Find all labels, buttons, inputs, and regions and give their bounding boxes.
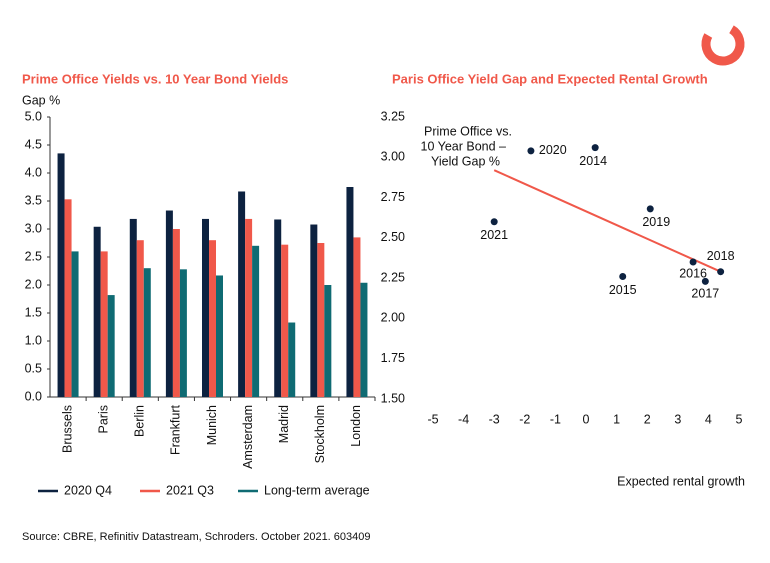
bar bbox=[238, 191, 246, 397]
x-tick-label: Amsterdam bbox=[241, 405, 255, 469]
x-tick-label: -1 bbox=[550, 412, 561, 426]
x-tick-label: Frankfurt bbox=[169, 404, 183, 455]
bar bbox=[216, 275, 223, 397]
bar bbox=[136, 240, 144, 397]
bar bbox=[353, 237, 361, 397]
y-tick-label: 2.00 bbox=[381, 311, 405, 325]
bar bbox=[172, 229, 180, 397]
x-tick-label: 1 bbox=[613, 412, 620, 426]
y-axis-label: Gap % bbox=[22, 93, 60, 107]
source: Source: CBRE, Refinitiv Datastream, Schr… bbox=[22, 531, 371, 543]
bar bbox=[179, 269, 187, 397]
annotation: 10 Year Bond – bbox=[421, 139, 507, 153]
x-tick-label: -3 bbox=[489, 412, 500, 426]
legend-label: 2021 Q3 bbox=[166, 483, 214, 497]
bar bbox=[93, 226, 101, 397]
x-tick-label: 5 bbox=[736, 412, 743, 426]
y-tick-label: 2.25 bbox=[381, 270, 405, 284]
y-tick-label: 3.5 bbox=[25, 193, 42, 207]
y-tick-label: 4.0 bbox=[25, 165, 42, 179]
point bbox=[689, 258, 697, 266]
x-tick-label: Stockholm bbox=[313, 405, 327, 463]
bar bbox=[100, 251, 108, 397]
point bbox=[646, 205, 654, 213]
x-tick-label: Madrid bbox=[277, 405, 291, 443]
point-label: 2014 bbox=[579, 154, 607, 168]
y-tick-label: 1.5 bbox=[25, 305, 42, 319]
bar bbox=[143, 268, 151, 397]
chart-title: Prime Office Yields vs. 10 Year Bond Yie… bbox=[22, 71, 288, 86]
point-label: 2017 bbox=[691, 287, 719, 301]
x-tick-label: -4 bbox=[458, 412, 469, 426]
x-tick-label: Paris bbox=[96, 405, 110, 433]
y-tick-label: 2.5 bbox=[25, 249, 42, 263]
bar bbox=[360, 282, 368, 397]
x-tick-label: Berlin bbox=[133, 405, 147, 437]
bar bbox=[310, 224, 318, 397]
x-tick-label: Munich bbox=[205, 405, 219, 445]
bar bbox=[64, 199, 72, 397]
point bbox=[619, 273, 627, 281]
x-tick-label: 2 bbox=[644, 412, 651, 426]
legend-label: 2020 Q4 bbox=[64, 483, 112, 497]
y-tick-label: 2.50 bbox=[381, 230, 405, 244]
point-label: 2021 bbox=[480, 228, 508, 242]
point-label: 2018 bbox=[707, 249, 735, 263]
x-tick-label: London bbox=[349, 405, 363, 447]
y-tick-label: 1.50 bbox=[381, 391, 405, 405]
y-tick-label: 1.75 bbox=[381, 351, 405, 365]
x-tick-label: -2 bbox=[519, 412, 530, 426]
bar bbox=[57, 153, 65, 397]
point-label: 2019 bbox=[642, 215, 670, 229]
bar bbox=[281, 244, 289, 397]
point bbox=[527, 147, 535, 155]
bar bbox=[209, 240, 216, 397]
bar bbox=[129, 218, 137, 397]
x-tick-label: -5 bbox=[427, 412, 438, 426]
annotation: Prime Office vs. bbox=[424, 124, 512, 138]
bar bbox=[274, 219, 282, 397]
point-label: 2015 bbox=[609, 283, 637, 297]
y-tick-label: 2.75 bbox=[381, 190, 405, 204]
x-tick-label: 4 bbox=[705, 412, 712, 426]
x-tick-label: 3 bbox=[674, 412, 681, 426]
point bbox=[701, 277, 709, 285]
point-label: 2016 bbox=[679, 266, 707, 280]
x-tick-label: Brussels bbox=[60, 405, 74, 453]
point bbox=[490, 218, 498, 226]
point-label: 2020 bbox=[539, 143, 567, 157]
y-tick-label: 1.0 bbox=[25, 333, 42, 347]
bar bbox=[245, 218, 253, 397]
bar bbox=[317, 243, 325, 397]
legend-label: Long-term average bbox=[264, 483, 370, 497]
point bbox=[591, 144, 599, 152]
logo bbox=[701, 22, 745, 66]
annotation: Yield Gap % bbox=[431, 154, 500, 168]
bar bbox=[165, 210, 173, 397]
bar bbox=[252, 245, 260, 397]
y-tick-label: 0.0 bbox=[25, 389, 42, 403]
y-tick-label: 4.5 bbox=[25, 137, 42, 151]
x-tick-label: 0 bbox=[583, 412, 590, 426]
y-tick-label: 2.0 bbox=[25, 277, 42, 291]
bar bbox=[71, 251, 79, 397]
point bbox=[717, 268, 725, 276]
x-axis-label: Expected rental growth bbox=[617, 474, 745, 488]
y-tick-label: 3.25 bbox=[381, 109, 405, 123]
bar bbox=[107, 295, 115, 397]
chart-title: Paris Office Yield Gap and Expected Rent… bbox=[392, 71, 708, 86]
bar bbox=[324, 285, 332, 397]
bar bbox=[346, 187, 354, 397]
y-tick-label: 3.00 bbox=[381, 150, 405, 164]
y-tick-label: 0.5 bbox=[25, 361, 42, 375]
bar bbox=[288, 322, 296, 397]
y-tick-label: 5.0 bbox=[25, 109, 42, 123]
y-tick-label: 3.0 bbox=[25, 221, 42, 235]
trend-line bbox=[493, 169, 722, 273]
bar bbox=[202, 218, 209, 397]
